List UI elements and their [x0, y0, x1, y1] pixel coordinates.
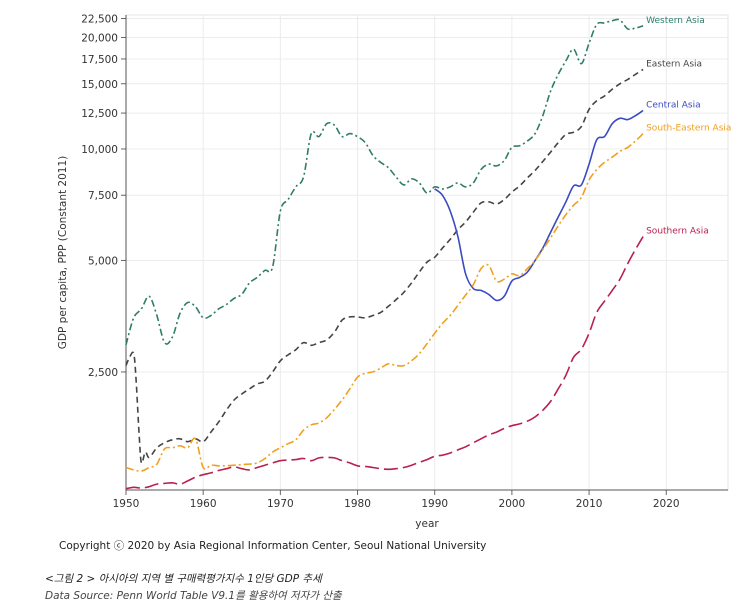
y-tick-label: 22,500	[81, 14, 118, 26]
x-tick-label: 2020	[653, 498, 680, 510]
series-line-western-asia	[125, 18, 644, 346]
x-tick-label: 1980	[344, 498, 371, 510]
chart-grid	[125, 14, 729, 491]
series-label-western-asia: Western Asia	[646, 16, 705, 26]
x-axis-title: year	[415, 518, 439, 530]
y-tick-label: 7,500	[88, 190, 118, 202]
y-tick-label: 20,000	[81, 32, 118, 44]
x-tick-label: 1950	[113, 498, 140, 510]
plot-frame	[125, 14, 729, 491]
y-tick-label: 12,500	[81, 108, 118, 120]
gdp-line-chart: 1950 1960 1970 1980 1990 2000 2010 2020 2,500 5,0…	[57, 14, 731, 530]
x-tick-label: 1970	[267, 498, 294, 510]
chart-series-labels: Western Asia Eastern Asia Central Asia Sout…	[646, 16, 731, 237]
x-tick-label: 1990	[421, 498, 448, 510]
y-tick-label: 5,000	[88, 255, 118, 267]
series-label-south-eastern-asia: South-Eastern Asia	[646, 124, 731, 134]
x-tick-label: 2000	[499, 498, 526, 510]
series-line-eastern-asia	[125, 68, 644, 465]
x-tick-label: 1960	[190, 498, 217, 510]
chart-axes: 1950 1960 1970 1980 1990 2000 2010 2020 2,500 5,0…	[81, 14, 728, 510]
series-label-central-asia: Central Asia	[646, 101, 701, 111]
figure-caption: <그림 2 > 아시아의 지역 별 구매력평가지수 1인당 GDP 추세	[45, 573, 322, 585]
y-tick-label: 10,000	[81, 144, 118, 156]
x-tick-label: 2010	[576, 498, 603, 510]
y-axis-title: GDP per capita, PPP (Constant 2011)	[57, 156, 69, 349]
series-line-south-eastern-asia	[125, 133, 644, 472]
series-line-southern-asia	[125, 236, 644, 490]
series-label-southern-asia: Southern Asia	[646, 227, 709, 237]
data-source-note: Data Source: Penn World Table V9.1를 활용하여…	[45, 590, 342, 602]
y-tick-label: 2,500	[88, 367, 118, 379]
series-label-eastern-asia: Eastern Asia	[646, 59, 702, 69]
y-tick-label: 15,000	[81, 79, 118, 91]
y-tick-label: 17,500	[81, 54, 118, 66]
copyright-notice: Copyright ⓒ 2020 by Asia Regional Inform…	[59, 540, 487, 552]
chart-series	[125, 18, 644, 490]
series-line-central-asia	[434, 109, 644, 302]
